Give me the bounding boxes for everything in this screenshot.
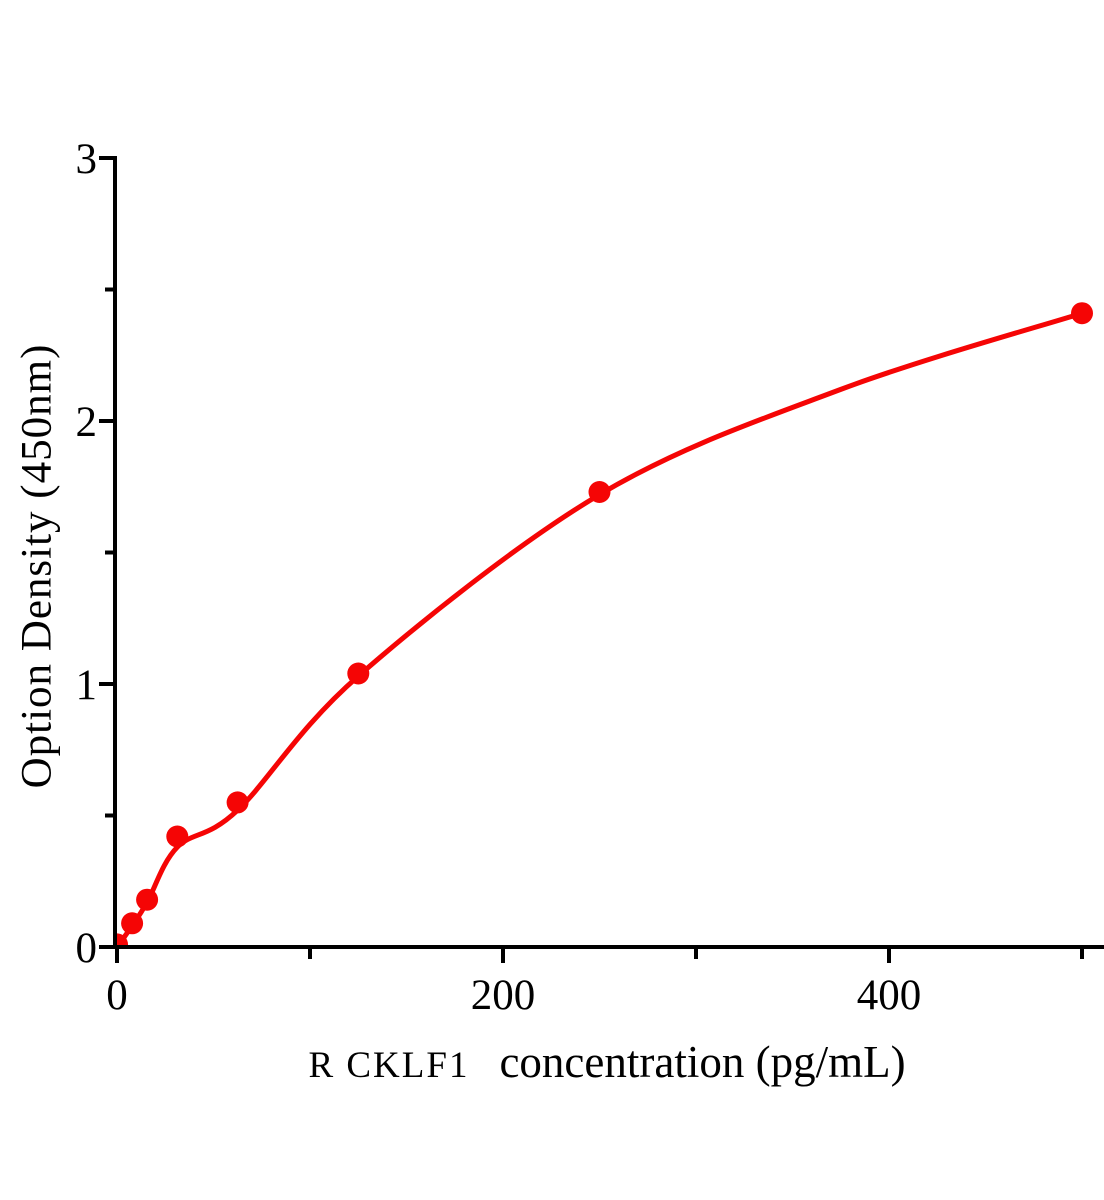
y-tick-label: 3	[76, 136, 98, 183]
y-tick-label: 0	[76, 925, 98, 972]
data-point	[226, 791, 249, 814]
y-axis-title: Option Density (450nm)	[13, 343, 61, 789]
data-point	[588, 481, 611, 503]
data-point	[347, 662, 370, 685]
fit-curve	[116, 310, 1085, 946]
y-tick-label: 1	[76, 662, 98, 709]
x-axis-title: R CKLF1 concentration (pg/mL)	[308, 1036, 905, 1088]
data-point	[166, 825, 189, 848]
y-tick-label: 2	[76, 399, 98, 446]
x-tick-label: 0	[106, 972, 128, 1019]
x-tick-label: 200	[471, 972, 536, 1019]
x-tick-label: 400	[857, 972, 922, 1019]
x-axis-title-main: concentration (pg/mL)	[499, 1037, 906, 1087]
data-point	[121, 912, 144, 935]
data-point	[1071, 302, 1093, 325]
data-point	[136, 888, 159, 911]
data-point	[116, 933, 128, 946]
plot-area	[116, 302, 1093, 946]
x-axis-title-prefix: R CKLF1	[308, 1045, 470, 1086]
